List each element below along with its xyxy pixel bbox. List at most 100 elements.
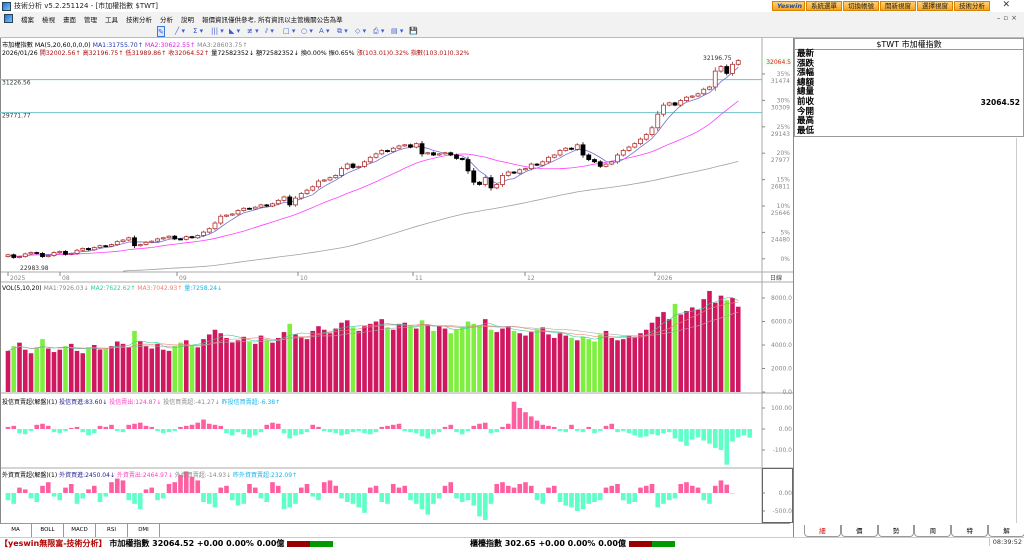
- trust-bar: [551, 426, 557, 429]
- technical-analysis-button[interactable]: 技術分析: [954, 1, 990, 11]
- foreign-bar: [643, 485, 649, 493]
- quote-scrollbar[interactable]: [1016, 138, 1024, 523]
- foreign-bar: [603, 487, 609, 493]
- print-icon[interactable]: ⎙ ▾: [373, 27, 385, 35]
- foreign-buy: 外資買進:2450.04↓: [59, 472, 115, 479]
- candle-up: [666, 102, 672, 106]
- foreign-tick-label: 0.00: [779, 490, 793, 497]
- fan-icon[interactable]: ◣ ▾: [229, 27, 241, 35]
- foreign-title: 外資買賣超(解盤)(1): [2, 472, 58, 479]
- price-tick-pct: 0%: [780, 256, 790, 263]
- menu-manage[interactable]: 管理: [84, 15, 97, 24]
- text-icon[interactable]: A ▾: [319, 27, 330, 35]
- fib-icon[interactable]: Σ ▾: [193, 27, 204, 35]
- trust-bar: [597, 429, 603, 432]
- trust-bar: [258, 429, 264, 433]
- volume-bar: [11, 346, 17, 392]
- color-icon[interactable]: ▤ ▾: [391, 27, 404, 35]
- volume-bar: [666, 319, 672, 392]
- foreign-bar: [143, 489, 149, 493]
- menu-screen[interactable]: 畫面: [63, 15, 76, 24]
- candle-up: [258, 204, 264, 208]
- tab-detail[interactable]: 細: [804, 525, 841, 537]
- volume-bar: [362, 326, 367, 392]
- menu-file[interactable]: 檔案: [21, 15, 34, 24]
- tab-price[interactable]: 價: [840, 525, 878, 537]
- tab-ma[interactable]: MA: [0, 524, 32, 537]
- candle-up: [626, 146, 632, 151]
- volume-bar: [316, 326, 321, 392]
- support-line-label: 31226.56: [2, 80, 31, 87]
- yeswin-logo-button[interactable]: Yeswin: [772, 1, 805, 11]
- trust-bar: [120, 429, 126, 433]
- select-window-button[interactable]: 選擇視窗: [917, 1, 953, 11]
- candle-up: [5, 254, 11, 257]
- mdi-controls[interactable]: –▫×: [996, 14, 1020, 22]
- tab-macd[interactable]: MACD: [64, 524, 96, 537]
- period-label: 日線: [770, 274, 782, 282]
- close-icon[interactable]: ✕: [1002, 0, 1010, 10]
- select-icon[interactable]: ✎: [157, 26, 165, 37]
- status-bar: 【yeswin無限富-技術分析】 市加權指數 32064.52 +0.00 0.…: [0, 537, 1024, 548]
- candle-down: [385, 150, 390, 153]
- gann-icon[interactable]: ≢ ▾: [247, 27, 259, 35]
- menu-tools[interactable]: 工具: [105, 15, 118, 24]
- prev-close-value: 32064.52: [980, 98, 1020, 107]
- candle-down: [189, 236, 195, 239]
- trust-bar: [172, 429, 178, 432]
- menu-technical[interactable]: 技術分析: [126, 15, 152, 24]
- ma2-value: MA2:30622.55↑: [144, 42, 196, 49]
- tab-special[interactable]: 特: [951, 525, 989, 537]
- circle-icon[interactable]: ○ ▾: [301, 27, 313, 35]
- chart-area[interactable]: 31226.56 29771.77 32196.75 22983.98 35%31474…: [0, 38, 793, 523]
- tab-dmi[interactable]: DMI: [128, 524, 160, 537]
- save-icon[interactable]: 💾: [409, 27, 418, 35]
- candle-down: [103, 245, 109, 248]
- month-label: 2025: [10, 275, 25, 282]
- volume-bar: [569, 337, 574, 392]
- tab-analysis[interactable]: 解: [988, 525, 1024, 537]
- candle-down: [132, 237, 137, 247]
- line-icon[interactable]: ╱ ▾: [175, 27, 185, 35]
- candle-up: [494, 184, 500, 189]
- candle-up: [68, 253, 74, 255]
- app-menu-icon[interactable]: [4, 14, 13, 23]
- quote-title: $TWT 市加權指數: [794, 38, 1024, 50]
- volume-bar: [22, 349, 28, 392]
- new-window-button[interactable]: 開新視窗: [880, 1, 916, 11]
- price-tick-pct: 25%: [777, 124, 791, 131]
- candle-up: [735, 60, 741, 65]
- trust-tick-label: 100.00: [771, 405, 792, 412]
- trust-bar: [74, 426, 80, 429]
- volume-bar: [40, 339, 45, 392]
- trust-tick-label: -100.0: [773, 447, 793, 454]
- copy-icon[interactable]: ⧉ ▾: [337, 27, 348, 35]
- volume-bar: [511, 330, 517, 392]
- price-tick-value: 25646: [771, 210, 790, 217]
- eraser-icon[interactable]: ◇ ▾: [355, 27, 367, 35]
- menu-view[interactable]: 檢視: [42, 15, 55, 24]
- tab-boll[interactable]: BOLL: [32, 524, 64, 537]
- tab-trend[interactable]: 勢: [877, 525, 915, 537]
- menu-analysis[interactable]: 分析: [160, 15, 173, 24]
- trust-bar: [505, 423, 511, 429]
- brand-text: 【yeswin無限富-技術分析】: [0, 539, 107, 548]
- trust-bar: [448, 424, 454, 429]
- system-menu-button[interactable]: 系統選單: [806, 1, 842, 11]
- tab-week[interactable]: 周: [914, 525, 952, 537]
- candle-down: [465, 159, 471, 172]
- volume-bar: [390, 329, 396, 392]
- foreign-bar: [11, 493, 17, 504]
- trust-bar: [362, 429, 367, 434]
- trust-bar: [724, 429, 730, 465]
- switch-account-button[interactable]: 切換帳號: [843, 1, 879, 11]
- bars-icon[interactable]: ||| ▾: [211, 27, 224, 35]
- candle-up: [661, 104, 666, 115]
- volume-bar: [189, 345, 195, 392]
- trust-bar: [488, 429, 494, 434]
- rect-icon[interactable]: □ ▾: [283, 27, 296, 35]
- channel-icon[interactable]: ⫽ ▾: [265, 27, 274, 35]
- volume-bar: [436, 326, 442, 392]
- menu-help[interactable]: 說明: [181, 15, 194, 24]
- tab-rsi[interactable]: RSI: [96, 524, 128, 537]
